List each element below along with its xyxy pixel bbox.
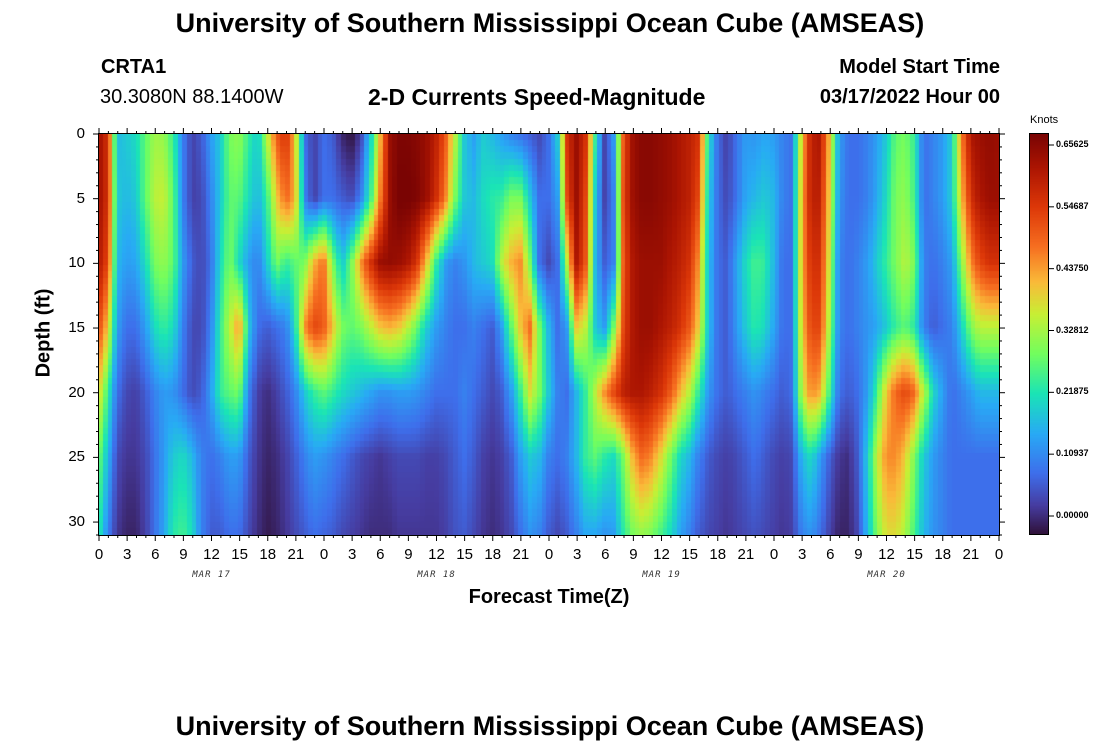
model-start-value: 03/17/2022 Hour 00 bbox=[819, 86, 1000, 108]
x-tick-label: 0 bbox=[319, 546, 329, 563]
date-label: MAR 19 bbox=[642, 570, 681, 580]
station-id: CRTA1 bbox=[101, 56, 167, 78]
colorbar-tick-label: 0.32812 bbox=[1056, 324, 1089, 335]
x-tick-label: 18 bbox=[259, 546, 277, 563]
x-tick-label: 18 bbox=[934, 546, 952, 563]
x-tick-label: 9 bbox=[179, 546, 188, 563]
y-tick-label: 10 bbox=[68, 254, 85, 272]
heatmap-canvas bbox=[99, 134, 999, 535]
x-tick-label: 9 bbox=[629, 546, 638, 563]
colorbar-tick-label: 0.21875 bbox=[1056, 386, 1089, 397]
date-label: MAR 17 bbox=[192, 570, 231, 580]
chart-subtitle: 2-D Currents Speed-Magnitude bbox=[368, 84, 706, 110]
x-tick-label: 15 bbox=[681, 546, 698, 563]
y-tick-label: 25 bbox=[68, 448, 85, 466]
x-tick-label: 15 bbox=[231, 546, 248, 563]
x-tick-label: 0 bbox=[94, 546, 104, 563]
x-tick-label: 3 bbox=[572, 546, 582, 563]
colorbar-tick-label: 0.43750 bbox=[1056, 262, 1089, 273]
x-tick-label: 12 bbox=[878, 546, 895, 563]
x-tick-label: 0 bbox=[994, 546, 1004, 563]
date-label: MAR 18 bbox=[417, 570, 456, 580]
colorbar-tick-label: 0.00000 bbox=[1056, 510, 1089, 520]
x-tick-label: 9 bbox=[404, 546, 413, 563]
colorbar-tick-label: 0.10937 bbox=[1056, 448, 1089, 459]
x-tick-label: 15 bbox=[906, 546, 923, 563]
y-axis-title: Depth (ft) bbox=[32, 288, 55, 378]
x-tick-label: 21 bbox=[962, 546, 980, 563]
colorbar bbox=[1029, 133, 1049, 535]
x-tick-label: 12 bbox=[428, 546, 445, 563]
x-tick-label: 12 bbox=[653, 546, 670, 563]
date-label: MAR 20 bbox=[867, 570, 906, 580]
y-tick-label: 30 bbox=[68, 513, 85, 531]
x-tick-label: 18 bbox=[484, 546, 502, 563]
x-tick-label: 0 bbox=[544, 546, 554, 563]
x-tick-label: 12 bbox=[203, 546, 220, 563]
y-tick-label: 5 bbox=[76, 189, 85, 207]
x-tick-label: 21 bbox=[737, 546, 755, 563]
x-axis-title: Forecast Time(Z) bbox=[468, 586, 630, 608]
y-tick-label: 20 bbox=[68, 383, 85, 401]
x-tick-label: 9 bbox=[854, 546, 863, 563]
model-start-label: Model Start Time bbox=[839, 56, 1000, 78]
footer-title: University of Southern Mississippi Ocean… bbox=[175, 711, 925, 741]
x-tick-label: 3 bbox=[797, 546, 807, 563]
y-tick-label: 15 bbox=[68, 319, 85, 337]
x-tick-label: 3 bbox=[122, 546, 132, 563]
colorbar-tick-label: 0.65625 bbox=[1056, 139, 1089, 149]
x-tick-label: 0 bbox=[769, 546, 779, 563]
colorbar-gradient bbox=[1030, 134, 1048, 534]
colorbar-tick-label: 0.54687 bbox=[1056, 200, 1089, 211]
x-tick-label: 21 bbox=[512, 546, 530, 563]
x-tick-label: 6 bbox=[826, 546, 835, 563]
colorbar-unit: Knots bbox=[1030, 114, 1059, 126]
y-tick-label: 0 bbox=[76, 125, 85, 142]
x-tick-label: 6 bbox=[376, 546, 385, 563]
chart-title: University of Southern Mississippi Ocean… bbox=[175, 8, 925, 38]
x-tick-label: 18 bbox=[709, 546, 727, 563]
x-tick-label: 21 bbox=[287, 546, 305, 563]
x-tick-label: 6 bbox=[151, 546, 160, 563]
x-tick-label: 15 bbox=[456, 546, 473, 563]
heatmap-plot-area bbox=[98, 133, 1000, 536]
station-coordinates: 30.3080N 88.1400W bbox=[100, 86, 284, 108]
x-tick-label: 3 bbox=[347, 546, 357, 563]
x-tick-label: 6 bbox=[601, 546, 610, 563]
